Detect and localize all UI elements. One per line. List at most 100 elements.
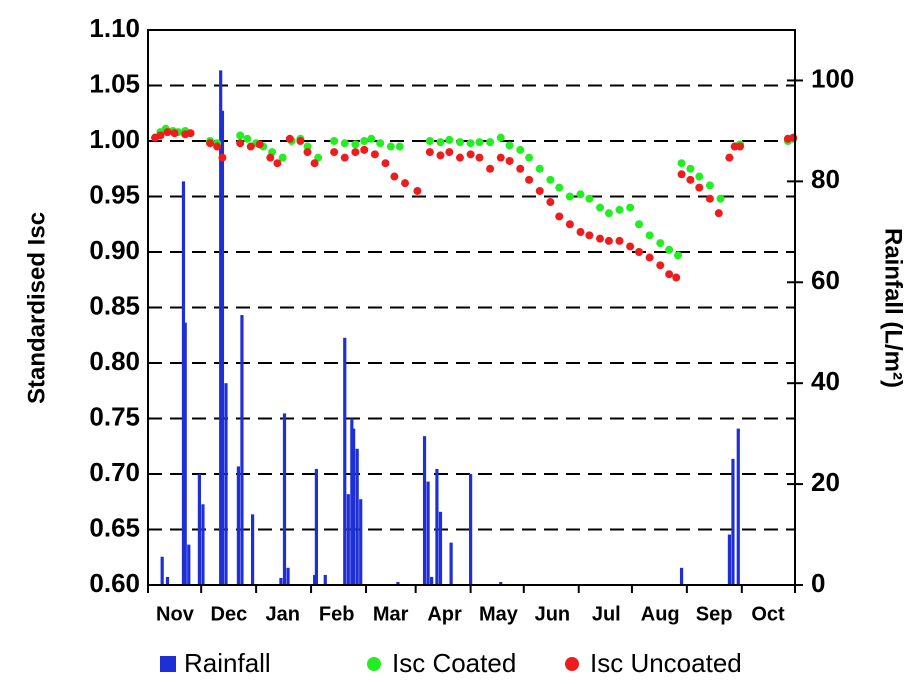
x-tick-label: Jul xyxy=(592,603,621,625)
isc-point xyxy=(475,153,484,162)
rain-bar xyxy=(449,542,453,585)
isc-point xyxy=(340,139,349,148)
y-tick-label: 0.85 xyxy=(89,290,140,320)
y-tick-label: 1.00 xyxy=(89,124,140,154)
rain-bar xyxy=(352,428,356,585)
isc-point xyxy=(455,153,464,162)
isc-point xyxy=(381,159,390,168)
y-tick-label: 0.90 xyxy=(89,235,140,265)
rain-bar xyxy=(313,574,317,585)
isc-point xyxy=(370,150,379,159)
isc-point xyxy=(310,159,319,168)
isc-point xyxy=(351,148,360,157)
isc-point xyxy=(516,145,525,154)
rain-bar xyxy=(314,468,318,585)
y2-tick-label: 20 xyxy=(811,467,840,497)
rain-bar xyxy=(438,511,443,585)
rain-bar xyxy=(220,110,225,586)
rain-bar xyxy=(422,436,427,585)
isc-point xyxy=(445,135,454,144)
rain-bar xyxy=(727,534,732,585)
isc-point xyxy=(340,153,349,162)
rain-bar xyxy=(187,544,191,585)
y2-tick-label: 0 xyxy=(811,568,825,598)
rain-bar xyxy=(236,466,241,585)
x-tick-label: May xyxy=(479,603,519,625)
x-tick-label: Dec xyxy=(211,603,248,625)
isc-point xyxy=(596,234,605,243)
isc-point xyxy=(635,248,644,256)
rain-bar xyxy=(499,581,503,585)
isc-point xyxy=(156,131,165,140)
y-tick-label: 0.80 xyxy=(89,346,140,376)
isc-point xyxy=(360,145,369,154)
isc-point xyxy=(218,153,227,162)
isc-point xyxy=(296,137,305,145)
isc-point xyxy=(645,231,654,240)
isc-point xyxy=(615,205,624,214)
isc-point xyxy=(273,159,282,168)
legend-swatch xyxy=(367,657,381,671)
isc-point xyxy=(376,139,385,148)
isc-point xyxy=(360,137,369,145)
y-tick-label: 0.75 xyxy=(89,401,140,431)
rain-bar xyxy=(282,413,287,585)
isc-point xyxy=(425,137,434,145)
isc-point xyxy=(535,164,544,173)
y-axis-label: Standardised Isc xyxy=(23,212,50,404)
isc-point xyxy=(705,181,714,190)
isc-point xyxy=(565,192,574,201)
isc-point xyxy=(674,251,683,260)
isc-point xyxy=(555,183,564,192)
isc-point xyxy=(714,209,723,218)
rain-bar xyxy=(165,576,170,585)
isc-point xyxy=(330,148,339,157)
rain-bar xyxy=(355,448,359,585)
rain-bar xyxy=(279,577,283,585)
y-tick-label: 0.70 xyxy=(89,457,140,487)
isc-point xyxy=(604,209,613,218)
isc-point xyxy=(705,194,714,203)
isc-point xyxy=(466,139,475,148)
rain-bar xyxy=(181,181,186,585)
isc-point xyxy=(615,236,624,245)
rain-bar xyxy=(396,581,400,585)
rain-bar xyxy=(469,474,473,585)
x-tick-label: Oct xyxy=(751,603,785,625)
legend-label: Isc Coated xyxy=(392,648,516,678)
isc-point xyxy=(716,194,725,203)
rain-bar xyxy=(343,337,347,585)
y-tick-label: 0.65 xyxy=(89,512,140,542)
isc-point xyxy=(243,134,252,143)
isc-point xyxy=(386,142,395,151)
rain-bar xyxy=(426,481,430,585)
x-tick-label: Mar xyxy=(373,603,409,625)
y2-axis-label: Rainfall (L/m²) xyxy=(880,228,907,388)
isc-point xyxy=(330,137,339,145)
y2-tick-label: 100 xyxy=(811,63,854,93)
isc-point xyxy=(303,148,312,157)
isc-point xyxy=(656,239,665,248)
isc-point xyxy=(635,220,644,229)
rain-bar xyxy=(323,574,327,585)
isc-point xyxy=(505,156,514,165)
isc-point xyxy=(278,153,287,162)
rain-bar xyxy=(350,418,354,585)
isc-point xyxy=(505,141,514,150)
isc-point xyxy=(455,138,464,147)
isc-point xyxy=(486,138,495,147)
isc-point xyxy=(496,133,505,142)
x-tick-label: Apr xyxy=(427,603,462,625)
isc-point xyxy=(525,175,534,184)
legend-swatch xyxy=(160,656,176,672)
isc-point xyxy=(695,183,704,192)
legend-label: Rainfall xyxy=(184,648,271,678)
rain-bar xyxy=(435,468,439,585)
isc-point xyxy=(525,153,534,162)
rain-bar xyxy=(736,428,740,585)
isc-point xyxy=(213,142,222,151)
rain-bar xyxy=(160,556,164,585)
isc-point xyxy=(576,228,585,237)
isc-point xyxy=(535,186,544,195)
isc-point xyxy=(466,150,475,159)
